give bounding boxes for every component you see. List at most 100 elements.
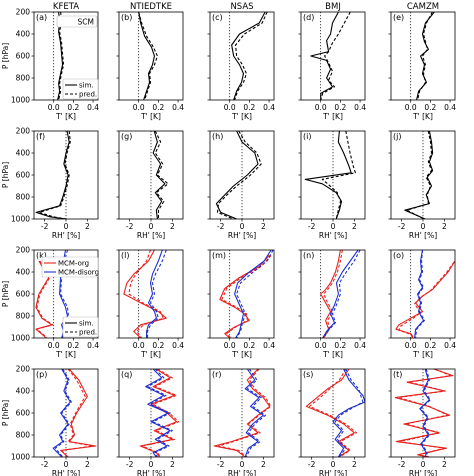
panel-p: (p) -2 0 2 RH' [%] 200 400 600 800 1000 — [11, 365, 99, 476]
series-group — [35, 131, 71, 219]
panel-label: (g) — [121, 132, 132, 141]
y-tick-label: 600 — [16, 171, 31, 180]
x-tick-label: -2 — [217, 222, 225, 231]
series-group — [394, 369, 454, 457]
x-tick-label: 2 — [352, 460, 357, 469]
column-title: BMJ — [325, 2, 341, 12]
series-line-org-dashed — [397, 369, 452, 457]
x-tick-label: 0.2 — [334, 341, 346, 350]
y-tick-label: 400 — [16, 149, 31, 158]
panel-e: (e) 0.0 0.2 0.4 T' [K] — [388, 11, 456, 121]
x-axis-label: RH' [%] — [137, 231, 165, 240]
x-tick-label: -2 — [217, 460, 225, 469]
series-line-org-dashed — [323, 250, 343, 338]
series-line-org-solid — [394, 369, 454, 457]
panel-label: (s) — [303, 370, 313, 379]
series-line-disorg-solid — [145, 369, 171, 457]
panel-label: (o) — [393, 251, 404, 260]
y-tick-label: 1000 — [11, 215, 30, 224]
x-axis-label: T' [K] — [55, 112, 76, 121]
panel-frame — [390, 249, 456, 339]
y-tick-label: 600 — [16, 52, 31, 61]
x-tick-label: -2 — [308, 222, 316, 231]
legend-sim-pred-top: sim.pred. — [62, 78, 99, 100]
series-line-org-solid — [320, 250, 341, 338]
x-tick-label: 0.2 — [243, 341, 255, 350]
panel-label: (n) — [303, 251, 314, 260]
x-tick-label: 0.2 — [334, 103, 346, 112]
panel-g: (g) -2 0 2 RH' [%] — [116, 130, 184, 240]
column-title: KFETA — [53, 2, 79, 12]
x-axis-label: T' [K] — [140, 112, 161, 121]
x-tick-label: 0.4 — [354, 103, 366, 112]
series-line-black-solid — [304, 131, 352, 219]
series-line-org-solid — [395, 260, 455, 338]
x-tick-label: 0.0 — [133, 103, 145, 112]
series-group — [213, 369, 272, 457]
panel-label: (f) — [36, 132, 45, 141]
x-tick-label: 0.4 — [172, 103, 184, 112]
y-tick-label: 200 — [16, 127, 31, 136]
panel-s: (s) -2 0 2 RH' [%] — [298, 368, 366, 476]
series-line-black-dashed — [320, 12, 351, 100]
x-tick-label: 0.0 — [224, 103, 236, 112]
x-tick-label: 2 — [170, 222, 175, 231]
panel-b: (b) 0.0 0.2 0.4 T' [K] — [116, 11, 184, 121]
series-line-black-solid — [404, 131, 434, 219]
column-title: NSAS — [230, 2, 253, 12]
panel-label: (t) — [393, 370, 402, 379]
panel-label: (l) — [121, 251, 129, 260]
panel-label: (i) — [303, 132, 311, 141]
panel-label: (j) — [393, 132, 401, 141]
panel-o: (o) 0.0 0.2 0.4 T' [K] — [388, 249, 456, 359]
panel-h: (h) -2 0 2 RH' [%] — [207, 130, 275, 240]
series-line-disorg-solid — [244, 369, 264, 457]
y-tick-label: 600 — [16, 409, 31, 418]
panel-label: (e) — [393, 13, 404, 22]
panel-frame — [209, 11, 275, 101]
y-tick-label: 1000 — [11, 453, 30, 462]
x-tick-label: 0.4 — [263, 341, 275, 350]
series-line-org-solid — [60, 369, 97, 457]
x-tick-label: 0.0 — [405, 341, 417, 350]
series-line-org-dashed — [128, 250, 164, 338]
x-tick-label: -2 — [41, 460, 49, 469]
x-axis-label: RH' [%] — [409, 469, 437, 476]
panel-label: (k) — [36, 251, 47, 260]
series-group — [416, 12, 435, 100]
panel-label: (c) — [212, 13, 223, 22]
x-tick-label: 0.0 — [405, 103, 417, 112]
series-line-disorg-dashed — [323, 250, 361, 338]
series-line-black-solid — [310, 12, 339, 100]
x-tick-label: 2 — [85, 222, 90, 231]
y-tick-label: 600 — [16, 290, 31, 299]
x-axis-label: T' [K] — [322, 350, 343, 359]
y-tick-label: 800 — [16, 312, 31, 321]
x-tick-label: 2 — [442, 460, 447, 469]
series-line-disorg-dashed — [147, 369, 173, 457]
series-line-org-dashed — [398, 261, 455, 338]
x-tick-label: 2 — [170, 460, 175, 469]
series-group — [310, 12, 351, 100]
series-group — [395, 250, 455, 338]
x-tick-label: 0 — [149, 222, 154, 231]
series-line-disorg-dashed — [54, 369, 72, 457]
legend-mcm-disorg-label: MCM-disorg — [58, 269, 99, 277]
series-line-black-dashed — [234, 12, 268, 100]
x-tick-label: 0.2 — [152, 103, 164, 112]
series-line-black-dashed — [417, 12, 433, 100]
y-axis-label: P [hPa] — [1, 400, 10, 426]
series-line-org-dashed — [221, 255, 272, 338]
x-tick-label: -2 — [398, 222, 406, 231]
panel-label: (m) — [212, 251, 226, 260]
series-group — [305, 369, 365, 457]
series-line-disorg-solid — [234, 250, 272, 338]
series-line-org-dashed — [141, 369, 180, 457]
x-axis-label: RH' [%] — [228, 469, 256, 476]
x-tick-label: 2 — [442, 222, 447, 231]
y-tick-label: 800 — [16, 74, 31, 83]
panel-n: (n) 0.0 0.2 0.4 T' [K] — [298, 249, 366, 359]
series-line-disorg-solid — [414, 250, 425, 338]
series-line-disorg-dashed — [420, 369, 432, 457]
